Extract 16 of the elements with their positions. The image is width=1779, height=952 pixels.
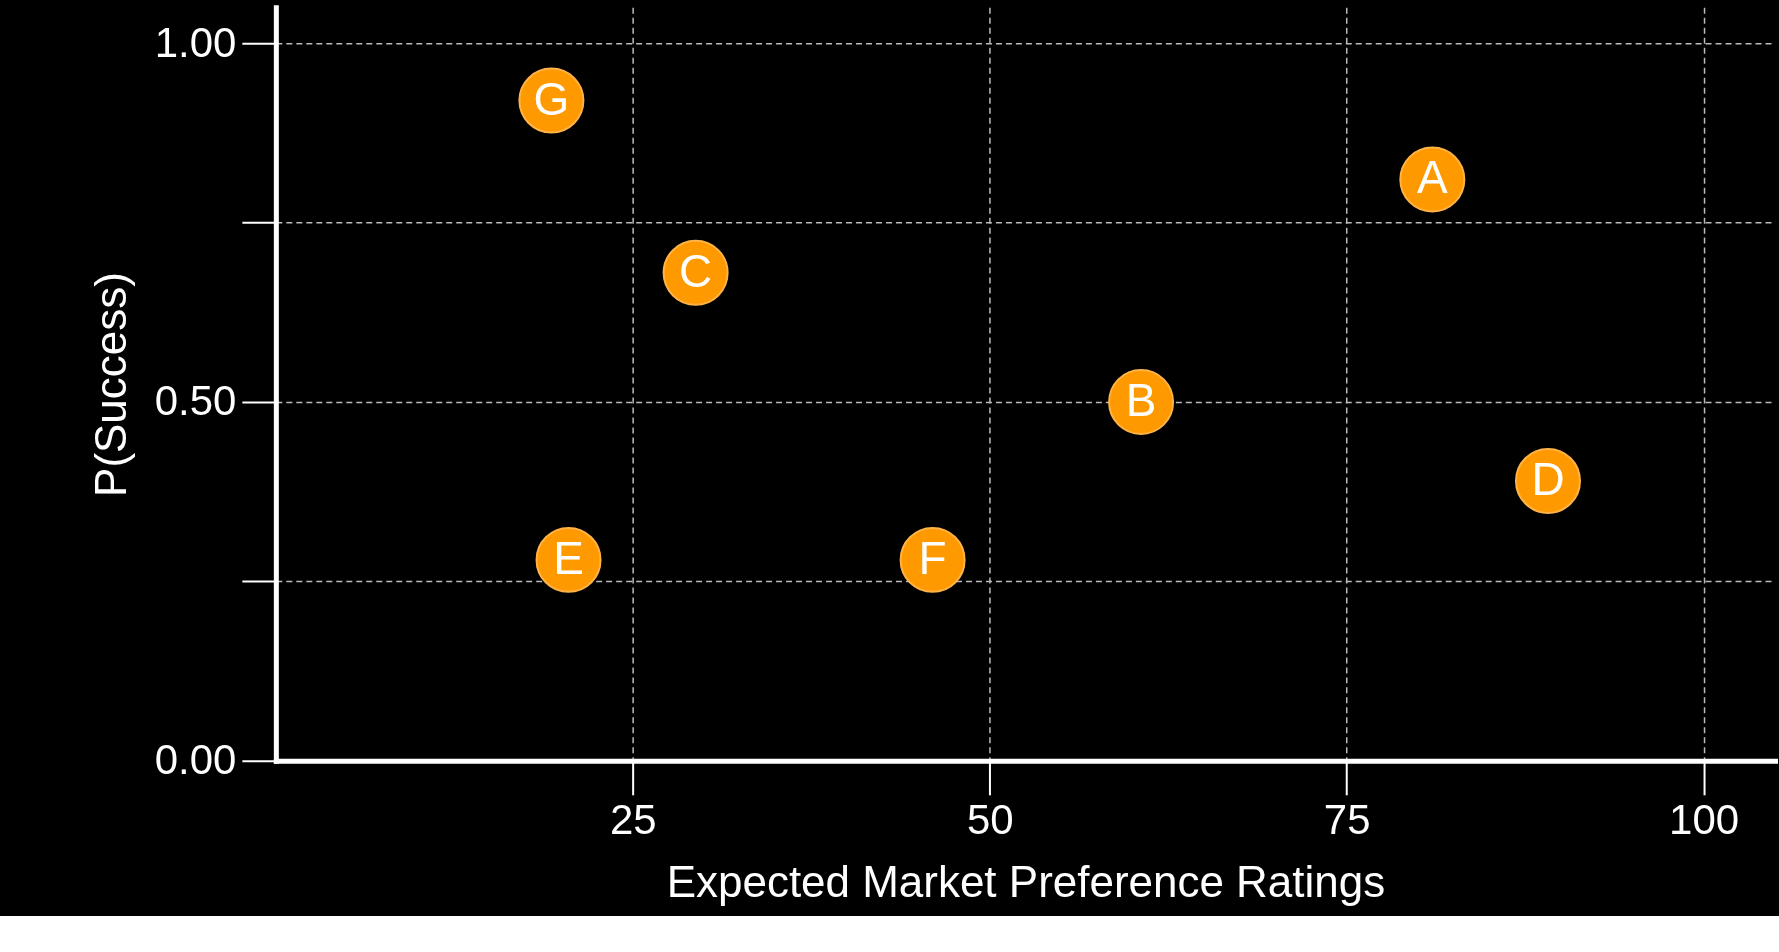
y-tick-label: 1.00 bbox=[154, 18, 237, 66]
annotation: D bbox=[1531, 452, 1565, 505]
y-axis-title: P(Success) bbox=[85, 272, 135, 497]
annotation: E bbox=[553, 531, 584, 584]
x-tick-label: 25 bbox=[609, 796, 657, 844]
x-tick-label: 75 bbox=[1323, 796, 1371, 844]
y-tick-label: 0.00 bbox=[154, 736, 237, 784]
annotation: G bbox=[533, 72, 570, 125]
x-axis-title: Expected Market Preference Ratings bbox=[666, 857, 1386, 907]
annotation: B bbox=[1125, 373, 1157, 426]
annotation: F bbox=[918, 531, 947, 584]
annotation: C bbox=[679, 244, 713, 297]
y-tick-label: 0.50 bbox=[154, 377, 237, 425]
x-tick-label: 50 bbox=[966, 796, 1014, 844]
x-tick-label: 100 bbox=[1669, 796, 1740, 844]
annotation: A bbox=[1417, 151, 1448, 204]
